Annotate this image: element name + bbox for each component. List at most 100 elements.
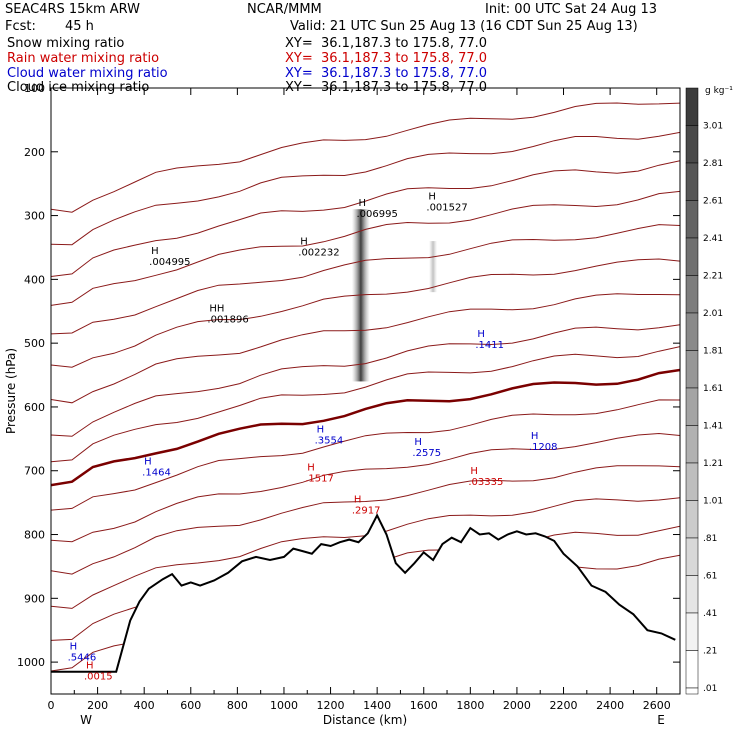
maximum-marker: H bbox=[300, 236, 308, 247]
colorbar-swatch bbox=[685, 537, 699, 576]
field-cloudwater-xy: XY= 36.1,187.3 to 175.8, 77.0 bbox=[285, 66, 488, 81]
maximum-label: H.03335 bbox=[468, 466, 503, 488]
x-tick-label: 1400 bbox=[363, 699, 391, 712]
y-tick-label: 1000 bbox=[17, 656, 45, 669]
colorbar-swatch bbox=[685, 425, 699, 464]
colorbar-tick-label: .21 bbox=[703, 647, 717, 657]
y-tick-label: 600 bbox=[24, 401, 45, 414]
maximum-value: .001896 bbox=[207, 314, 248, 325]
colorbar-tick-label: .61 bbox=[703, 572, 717, 582]
x-tick-label: 200 bbox=[87, 699, 108, 712]
colorbar-tick-label: 2.21 bbox=[703, 272, 723, 282]
x-left-direction: W bbox=[80, 713, 92, 727]
freezing-isotherm bbox=[51, 368, 680, 487]
isotherm-line bbox=[51, 160, 680, 277]
axes: 100 200 300 400 500 600 700 800 900 1000 0 200 400 60… bbox=[17, 82, 680, 712]
maximum-label: H.3554 bbox=[315, 424, 344, 446]
field-snow-label: Snow mixing ratio bbox=[7, 36, 125, 51]
x-tick-label: 2200 bbox=[550, 699, 578, 712]
init-time: Init: 00 UTC Sat 24 Aug 13 bbox=[485, 2, 658, 17]
maximum-label: H.1517 bbox=[305, 463, 334, 485]
maximum-label: HH.001896 bbox=[207, 303, 248, 325]
colorbar-tick-label: 1.21 bbox=[703, 459, 723, 469]
colorbar-tick-label: 1.81 bbox=[703, 347, 723, 357]
colorbar-tick-label: 2.01 bbox=[703, 309, 723, 319]
maximum-value: .2917 bbox=[352, 506, 381, 517]
colorbar-swatch bbox=[685, 462, 699, 501]
y-axis-label: Pressure (hPa) bbox=[4, 348, 18, 434]
x-tick-label: 400 bbox=[134, 699, 155, 712]
colorbar-swatch bbox=[685, 200, 699, 239]
colorbar-tick-label: 1.61 bbox=[703, 384, 723, 394]
forecast-hour: 45 h bbox=[65, 19, 94, 34]
colorbar-swatch bbox=[685, 612, 699, 651]
field-rain-xy: XY= 36.1,187.3 to 175.8, 77.0 bbox=[285, 51, 488, 66]
org-label: NCAR/MMM bbox=[247, 2, 322, 17]
colorbar-tick-label: 3.01 bbox=[703, 122, 723, 132]
maximum-label: H.1464 bbox=[142, 456, 171, 478]
y-tick-label: 400 bbox=[24, 273, 45, 286]
colorbar-tick-label: .81 bbox=[703, 534, 717, 544]
isotherm-line bbox=[51, 190, 680, 306]
maximum-marker: H bbox=[86, 660, 94, 671]
x-axis-label: Distance (km) bbox=[323, 713, 407, 727]
colorbar-swatch bbox=[685, 237, 699, 276]
maximum-label: H.002232 bbox=[298, 236, 339, 258]
x-right-direction: E bbox=[657, 713, 665, 727]
maximum-value: .03335 bbox=[468, 477, 503, 488]
maximum-marker: H bbox=[317, 424, 325, 435]
valid-time: Valid: 21 UTC Sun 25 Aug 13 (16 CDT Sun … bbox=[290, 19, 638, 34]
maximum-marker: H bbox=[151, 246, 159, 257]
maximum-marker: H bbox=[470, 466, 478, 477]
x-tick-label: 0 bbox=[48, 699, 55, 712]
colorbar-tick-label: 2.61 bbox=[703, 197, 723, 207]
colorbar-unit: g kg⁻¹ bbox=[705, 86, 733, 96]
y-tick-label: 300 bbox=[24, 210, 45, 223]
isotherm-line bbox=[51, 346, 680, 463]
field-cloudwater-label: Cloud water mixing ratio bbox=[7, 66, 168, 81]
y-tick-label: 100 bbox=[24, 82, 45, 95]
snow-shading bbox=[429, 241, 438, 293]
maximum-label: H.1411 bbox=[475, 329, 504, 351]
maximum-label: H.2917 bbox=[352, 495, 381, 517]
maximum-label: H.1208 bbox=[529, 431, 558, 453]
maximum-value: .006995 bbox=[357, 209, 398, 220]
isotherm-line bbox=[51, 224, 680, 335]
maximum-label: H.0015 bbox=[84, 660, 113, 682]
maximum-label: H.001527 bbox=[426, 192, 467, 214]
y-tick-label: 200 bbox=[24, 146, 45, 159]
forecast-label: Fcst: bbox=[5, 19, 36, 34]
model-title: SEAC4RS 15km ARW bbox=[5, 2, 141, 17]
maximum-marker: H bbox=[477, 329, 485, 340]
colorbar-tick-label: .41 bbox=[703, 609, 717, 619]
maximum-value: .001527 bbox=[426, 203, 467, 214]
maximum-value: .1517 bbox=[305, 474, 334, 485]
maximum-marker: H bbox=[428, 192, 436, 203]
terrain-line bbox=[51, 513, 676, 673]
colorbar-swatch bbox=[685, 87, 699, 126]
maximum-label: H.2575 bbox=[412, 437, 441, 459]
colorbar-swatch bbox=[685, 650, 699, 689]
colorbar-tick-label: 2.41 bbox=[703, 234, 723, 244]
colorbar-swatch bbox=[685, 500, 699, 539]
plot-area: H.004995HH.001896H.002232H.006995H.00152… bbox=[51, 102, 680, 694]
maximum-value: .1464 bbox=[142, 467, 171, 478]
maximum-marker: HH bbox=[209, 303, 224, 314]
y-tick-label: 700 bbox=[24, 465, 45, 478]
maximum-marker: H bbox=[307, 463, 315, 474]
isotherm-line bbox=[51, 258, 680, 368]
y-tick-label: 500 bbox=[24, 337, 45, 350]
maximum-value: .1208 bbox=[529, 442, 558, 453]
x-tick-label: 1200 bbox=[317, 699, 345, 712]
maximum-value: .004995 bbox=[149, 257, 190, 268]
colorbar-swatch bbox=[685, 387, 699, 426]
colorbar-swatch bbox=[685, 275, 699, 314]
maximum-value: .0015 bbox=[84, 671, 113, 682]
y-tick-label: 800 bbox=[24, 529, 45, 542]
terrain-mask bbox=[51, 515, 680, 694]
maximum-marker: H bbox=[354, 495, 362, 506]
x-tick-label: 2600 bbox=[643, 699, 671, 712]
colorbar-swatch bbox=[685, 687, 699, 695]
maximum-value: .1411 bbox=[475, 340, 504, 351]
